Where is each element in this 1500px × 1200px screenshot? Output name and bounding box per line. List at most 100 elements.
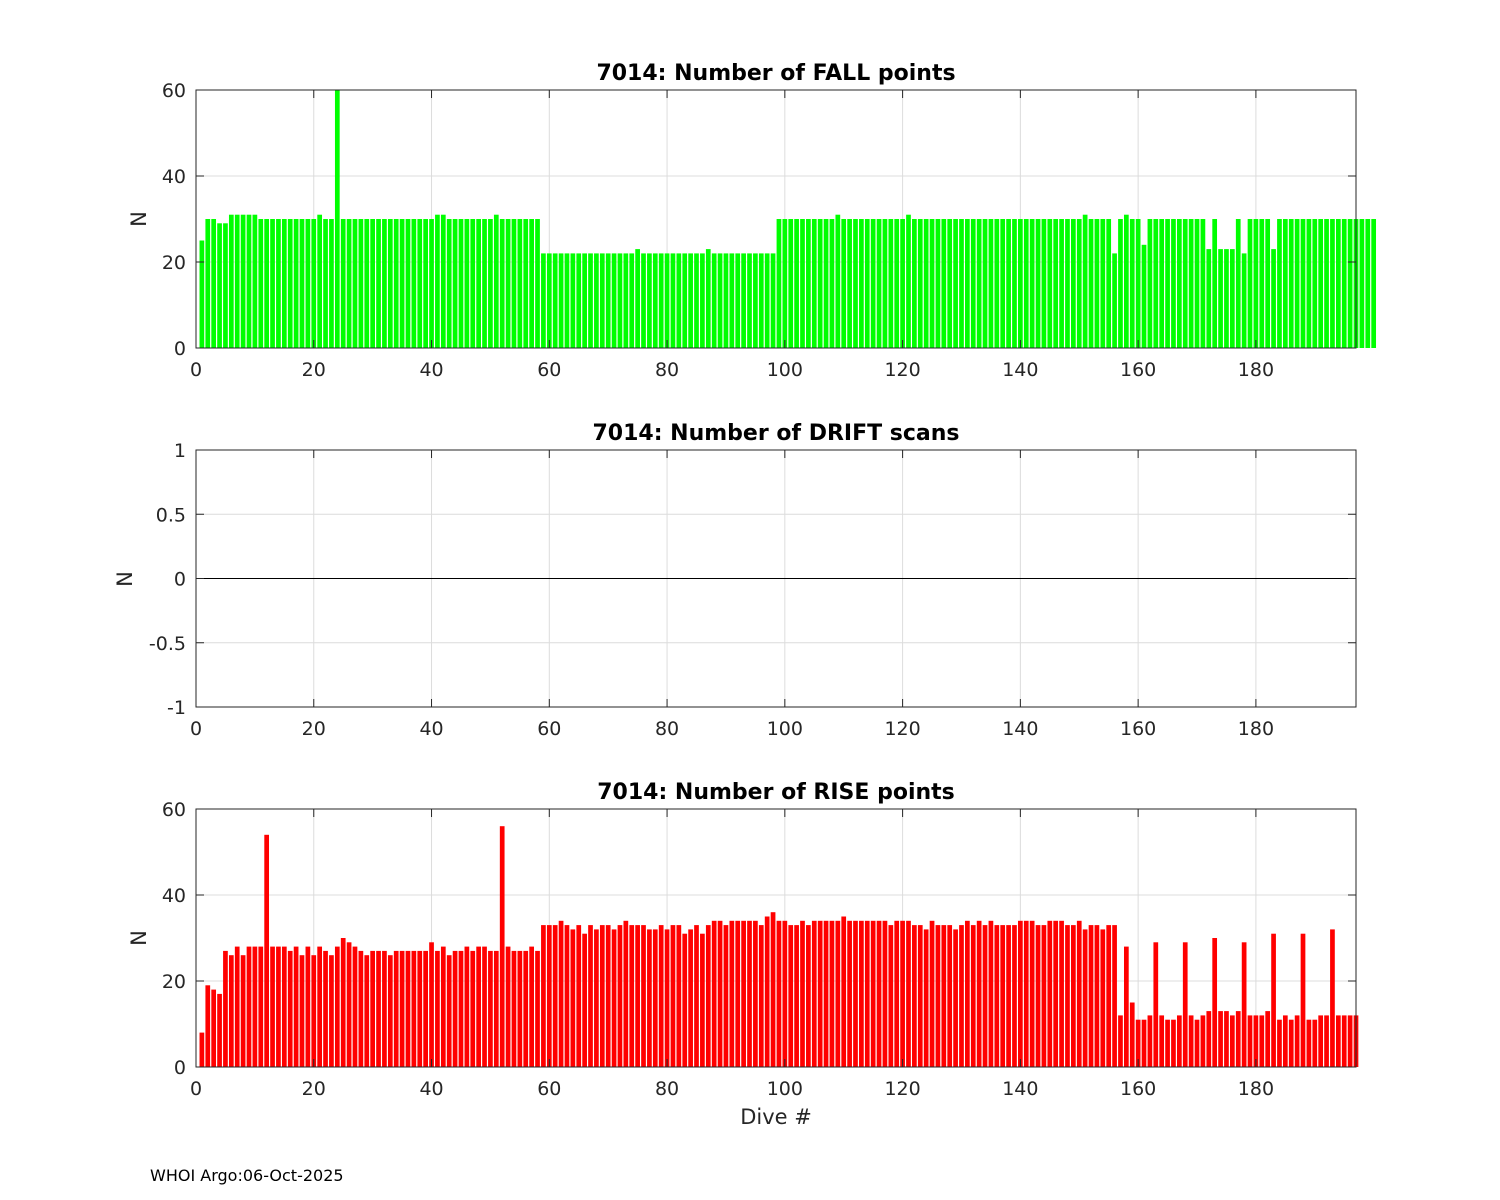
- bar: [917, 219, 923, 348]
- bar: [246, 214, 252, 348]
- bar: [411, 950, 417, 1067]
- axes-frame: [195, 808, 1357, 1068]
- bar: [464, 946, 470, 1067]
- bar: [641, 253, 646, 348]
- x-tick-label: 40: [419, 718, 443, 740]
- bar: [541, 253, 546, 348]
- bar: [758, 253, 764, 348]
- y-tick-label: 40: [162, 885, 186, 907]
- bar: [223, 223, 228, 348]
- bar: [864, 920, 870, 1067]
- bar: [1159, 1015, 1165, 1067]
- bar: [564, 925, 570, 1067]
- bar: [764, 253, 770, 348]
- bar: [1106, 219, 1112, 348]
- bar: [1330, 929, 1335, 1067]
- y-tick-label: 0.5: [156, 504, 186, 526]
- bar: [670, 253, 676, 348]
- bar: [281, 219, 287, 348]
- bar: [258, 219, 264, 348]
- bar: [305, 946, 311, 1067]
- bar: [747, 253, 752, 348]
- bar: [205, 985, 211, 1067]
- bar: [228, 955, 234, 1067]
- bar: [882, 920, 888, 1067]
- bar: [959, 219, 964, 348]
- x-tick-label: 120: [884, 1078, 920, 1100]
- bar: [970, 219, 976, 348]
- bar: [1100, 219, 1106, 348]
- bar: [1129, 219, 1135, 348]
- bar: [965, 219, 970, 348]
- bar: [1300, 933, 1306, 1067]
- bar: [358, 950, 364, 1067]
- bar: [1176, 1015, 1182, 1067]
- bar: [329, 219, 334, 348]
- bar: [270, 946, 275, 1067]
- bar: [688, 253, 693, 348]
- bar: [694, 253, 699, 348]
- bar: [605, 253, 611, 348]
- bar: [900, 219, 905, 348]
- bar: [1141, 244, 1147, 348]
- bar: [1312, 219, 1318, 348]
- bar: [917, 925, 923, 1067]
- bar: [205, 219, 211, 348]
- bar: [382, 950, 387, 1067]
- bar: [258, 946, 264, 1067]
- bar: [228, 214, 234, 348]
- bar: [959, 925, 964, 1067]
- bar: [1106, 925, 1112, 1067]
- bar: [1324, 1015, 1329, 1067]
- bar: [1265, 1011, 1271, 1067]
- bar: [747, 920, 752, 1067]
- bar: [923, 929, 929, 1067]
- bar: [529, 219, 534, 348]
- bar: [423, 219, 428, 348]
- bar: [764, 916, 770, 1067]
- bar: [1100, 929, 1106, 1067]
- bar: [499, 826, 505, 1067]
- bar: [1288, 219, 1294, 348]
- bar: [387, 955, 393, 1067]
- bar: [299, 955, 305, 1067]
- bar: [658, 925, 664, 1067]
- x-tick-label: 180: [1238, 718, 1274, 740]
- y-tick-label: -0.5: [149, 633, 186, 655]
- bar: [1235, 219, 1241, 348]
- bar: [446, 955, 452, 1067]
- bar: [329, 955, 334, 1067]
- bar: [558, 253, 564, 348]
- bar: [906, 214, 911, 348]
- bar: [452, 219, 458, 348]
- x-tick-label: 140: [1002, 718, 1038, 740]
- bar: [658, 253, 664, 348]
- bar: [970, 925, 976, 1067]
- x-tick-label: 160: [1120, 359, 1156, 381]
- bar: [435, 214, 440, 348]
- bar: [976, 219, 982, 348]
- bar: [1171, 1019, 1176, 1067]
- y-axis-label: N: [127, 211, 151, 227]
- plot-area: [196, 90, 1356, 348]
- bar: [912, 925, 917, 1067]
- bar: [811, 219, 817, 348]
- x-tick-label: 20: [302, 1078, 326, 1100]
- bar: [753, 253, 758, 348]
- bar: [711, 920, 717, 1067]
- bar: [1165, 219, 1170, 348]
- x-tick-label: 80: [655, 359, 679, 381]
- bar: [605, 925, 611, 1067]
- bar: [1224, 249, 1229, 348]
- bar: [935, 925, 941, 1067]
- footer-credit: WHOI Argo:06-Oct-2025: [150, 1166, 344, 1185]
- bar: [705, 249, 711, 348]
- bar: [635, 925, 640, 1067]
- bar: [676, 925, 682, 1067]
- bar: [311, 955, 317, 1067]
- y-tick-label: 40: [162, 166, 186, 188]
- bar: [1018, 219, 1023, 348]
- bar: [482, 946, 487, 1067]
- bar: [1112, 253, 1117, 348]
- bar: [753, 920, 758, 1067]
